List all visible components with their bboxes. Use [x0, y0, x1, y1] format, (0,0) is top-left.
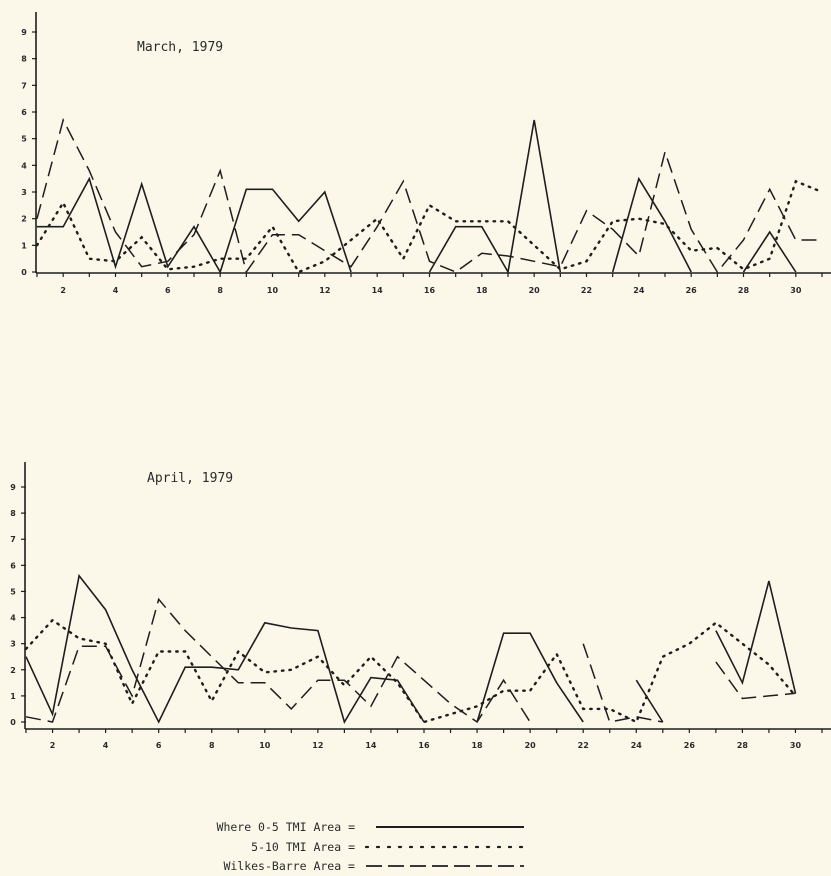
- y-tick-label: 5: [10, 587, 16, 596]
- x-tick-label: 2: [60, 286, 66, 295]
- x-tick-label: 14: [365, 741, 377, 750]
- chart-title: April, 1979: [147, 471, 233, 486]
- series-line-solid: [37, 176, 352, 274]
- series-line-dashed: [715, 661, 796, 700]
- y-tick-label: 6: [10, 561, 16, 570]
- x-tick-label: 8: [209, 741, 215, 750]
- y-tick-label: 3: [10, 640, 16, 649]
- series-line-dotted: [24, 618, 797, 724]
- y-tick-label: 2: [21, 215, 27, 224]
- y-tick-label: 1: [10, 692, 16, 701]
- x-tick-label: 6: [156, 741, 162, 750]
- y-tick-label: 7: [21, 81, 27, 90]
- legend: Where 0-5 TMI Area = 5-10 TMI Area = Wil…: [217, 820, 526, 873]
- x-tick-label: 18: [471, 741, 483, 750]
- x-tick-label: 28: [737, 741, 749, 750]
- y-tick-label: 4: [21, 161, 27, 170]
- legend-label-dashed: Wilkes-Barre Area =: [223, 859, 355, 873]
- x-tick-label: 20: [529, 286, 541, 295]
- x-tick-label: 20: [525, 741, 537, 750]
- x-tick-label: 30: [790, 741, 802, 750]
- x-tick-label: 2: [50, 741, 56, 750]
- y-tick-label: 6: [21, 108, 27, 117]
- y-tick-label: 7: [10, 535, 16, 544]
- x-tick-label: 6: [165, 286, 171, 295]
- legend-label-dotted: 5-10 TMI Area =: [251, 840, 355, 854]
- x-tick-label: 12: [312, 741, 323, 750]
- series-line-dashed: [36, 117, 822, 274]
- chart-title: March, 1979: [137, 40, 223, 55]
- x-tick-label: 10: [259, 741, 271, 750]
- x-tick-label: 4: [103, 741, 109, 750]
- x-tick-label: 14: [372, 286, 384, 295]
- legend-label-solid: Where 0-5 TMI Area =: [217, 820, 356, 834]
- y-tick-label: 9: [10, 483, 16, 492]
- x-tick-label: 26: [686, 286, 698, 295]
- y-tick-label: 5: [21, 135, 27, 144]
- x-tick-label: 16: [418, 741, 430, 750]
- y-tick-label: 0: [10, 718, 16, 727]
- x-tick-label: 12: [319, 286, 330, 295]
- series-line-dotted: [35, 179, 824, 274]
- series-line-dashed: [25, 597, 531, 724]
- series-line-dashed: [582, 643, 663, 723]
- x-tick-label: 28: [738, 286, 750, 295]
- y-tick-label: 2: [10, 666, 16, 675]
- x-tick-label: 10: [267, 286, 279, 295]
- series-line-solid: [715, 580, 797, 694]
- y-tick-label: 3: [21, 188, 27, 197]
- series-line-solid: [742, 230, 797, 273]
- x-tick-label: 4: [113, 286, 119, 295]
- y-tick-label: 8: [21, 55, 27, 64]
- series-line-solid: [476, 632, 584, 723]
- x-tick-label: 22: [581, 286, 592, 295]
- x-tick-label: 30: [790, 286, 802, 295]
- x-tick-label: 24: [631, 741, 643, 750]
- x-tick-label: 22: [578, 741, 589, 750]
- series-line-solid: [611, 176, 692, 273]
- y-tick-label: 1: [21, 241, 27, 250]
- y-tick-label: 0: [21, 268, 27, 277]
- series-line-solid: [428, 119, 562, 275]
- series-line-solid: [635, 679, 664, 723]
- x-tick-label: 26: [684, 741, 696, 750]
- x-tick-label: 16: [424, 286, 436, 295]
- y-tick-label: 4: [10, 614, 16, 623]
- y-tick-label: 9: [21, 28, 27, 37]
- series-line-solid: [25, 573, 425, 724]
- y-tick-label: 8: [10, 509, 16, 518]
- x-tick-label: 18: [476, 286, 488, 295]
- x-tick-label: 24: [633, 286, 645, 295]
- x-tick-label: 8: [217, 286, 223, 295]
